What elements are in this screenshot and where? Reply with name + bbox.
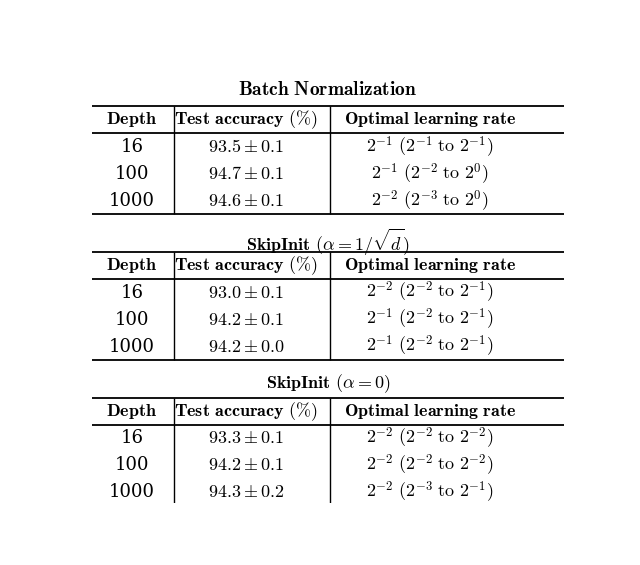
Text: $2^{-1}\ (2^{-2}\ \mathrm{to}\ 2^{-1})$: $2^{-1}\ (2^{-2}\ \mathrm{to}\ 2^{-1})$: [366, 334, 493, 359]
Text: $2^{-1}\ (2^{-2}\ \mathrm{to}\ 2^{-1})$: $2^{-1}\ (2^{-2}\ \mathrm{to}\ 2^{-1})$: [366, 307, 493, 332]
Text: 1000: 1000: [109, 192, 155, 210]
Text: $\mathbf{Depth}$: $\mathbf{Depth}$: [106, 256, 157, 275]
Text: $94.2 \pm 0.1$: $94.2 \pm 0.1$: [208, 311, 284, 329]
Text: 100: 100: [115, 165, 149, 183]
Text: $\mathbf{SkipInit}$ $(\alpha = 1/\sqrt{d})$: $\mathbf{SkipInit}$ $(\alpha = 1/\sqrt{d…: [246, 227, 410, 258]
Text: 100: 100: [115, 457, 149, 475]
Text: $93.0 \pm 0.1$: $93.0 \pm 0.1$: [208, 284, 284, 302]
Text: $2^{-1}\ (2^{-2}\ \mathrm{to}\ 2^{0})$: $2^{-1}\ (2^{-2}\ \mathrm{to}\ 2^{0})$: [371, 162, 488, 186]
Text: $\mathbf{Test\ accuracy\ (\%)}$: $\mathbf{Test\ accuracy\ (\%)}$: [174, 400, 318, 423]
Text: $\mathbf{Optimal\ learning\ rate}$: $\mathbf{Optimal\ learning\ rate}$: [344, 110, 516, 129]
Text: 16: 16: [120, 284, 143, 302]
Text: $\mathbf{Depth}$: $\mathbf{Depth}$: [106, 402, 157, 421]
Text: $2^{-2}\ (2^{-3}\ \mathrm{to}\ 2^{0})$: $2^{-2}\ (2^{-3}\ \mathrm{to}\ 2^{0})$: [371, 188, 488, 214]
Text: $\mathbf{Test\ accuracy\ (\%)}$: $\mathbf{Test\ accuracy\ (\%)}$: [174, 254, 318, 277]
Text: $\mathbf{Test\ accuracy\ (\%)}$: $\mathbf{Test\ accuracy\ (\%)}$: [174, 108, 318, 131]
Text: 1000: 1000: [109, 338, 155, 355]
Text: $\mathbf{SkipInit}$ $(\alpha = 0)$: $\mathbf{SkipInit}$ $(\alpha = 0)$: [266, 372, 390, 395]
Text: $2^{-2}\ (2^{-2}\ \mathrm{to}\ 2^{-1})$: $2^{-2}\ (2^{-2}\ \mathrm{to}\ 2^{-1})$: [366, 280, 493, 305]
Text: 1000: 1000: [109, 484, 155, 501]
Text: $2^{-2}\ (2^{-3}\ \mathrm{to}\ 2^{-1})$: $2^{-2}\ (2^{-3}\ \mathrm{to}\ 2^{-1})$: [366, 480, 493, 505]
Text: 100: 100: [115, 311, 149, 329]
Text: $94.3 \pm 0.2$: $94.3 \pm 0.2$: [208, 484, 284, 501]
Text: $94.6 \pm 0.1$: $94.6 \pm 0.1$: [208, 192, 284, 210]
Text: 16: 16: [120, 138, 143, 156]
Text: $\mathbf{Optimal\ learning\ rate}$: $\mathbf{Optimal\ learning\ rate}$: [344, 256, 516, 275]
Text: $2^{-2}\ (2^{-2}\ \mathrm{to}\ 2^{-2})$: $2^{-2}\ (2^{-2}\ \mathrm{to}\ 2^{-2})$: [366, 453, 493, 478]
Text: $94.2 \pm 0.1$: $94.2 \pm 0.1$: [208, 457, 284, 475]
Text: 16: 16: [120, 429, 143, 447]
Text: $94.7 \pm 0.1$: $94.7 \pm 0.1$: [208, 165, 284, 183]
Text: $93.5 \pm 0.1$: $93.5 \pm 0.1$: [208, 138, 284, 156]
Text: $2^{-1}\ (2^{-1}\ \mathrm{to}\ 2^{-1})$: $2^{-1}\ (2^{-1}\ \mathrm{to}\ 2^{-1})$: [366, 134, 493, 159]
Text: $\mathbf{Depth}$: $\mathbf{Depth}$: [106, 110, 157, 129]
Text: $\mathbf{Optimal\ learning\ rate}$: $\mathbf{Optimal\ learning\ rate}$: [344, 402, 516, 421]
Text: $2^{-2}\ (2^{-2}\ \mathrm{to}\ 2^{-2})$: $2^{-2}\ (2^{-2}\ \mathrm{to}\ 2^{-2})$: [366, 426, 493, 451]
Text: $\mathbf{Batch\ Normalization}$: $\mathbf{Batch\ Normalization}$: [239, 81, 417, 99]
Text: $93.3 \pm 0.1$: $93.3 \pm 0.1$: [208, 429, 284, 447]
Text: $94.2 \pm 0.0$: $94.2 \pm 0.0$: [208, 338, 285, 355]
